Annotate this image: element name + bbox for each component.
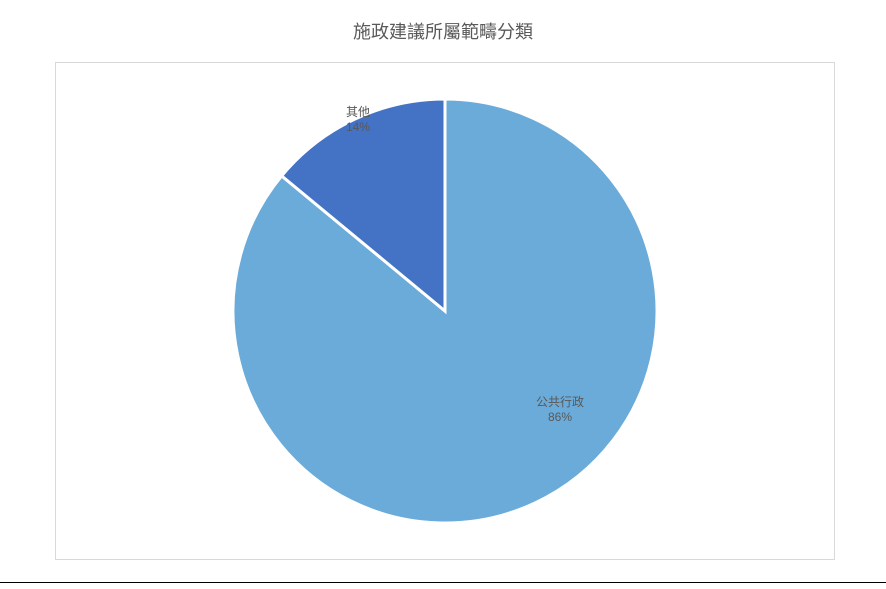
pie-chart [0,0,886,589]
slice-label-name: 公共行政 [536,395,584,410]
bottom-rule [0,582,886,583]
slice-label-percent: 14% [346,120,370,135]
slice-label-0: 公共行政86% [536,395,584,425]
slice-label-1: 其他14% [346,105,370,135]
slice-label-percent: 86% [536,410,584,425]
slice-label-name: 其他 [346,105,370,120]
